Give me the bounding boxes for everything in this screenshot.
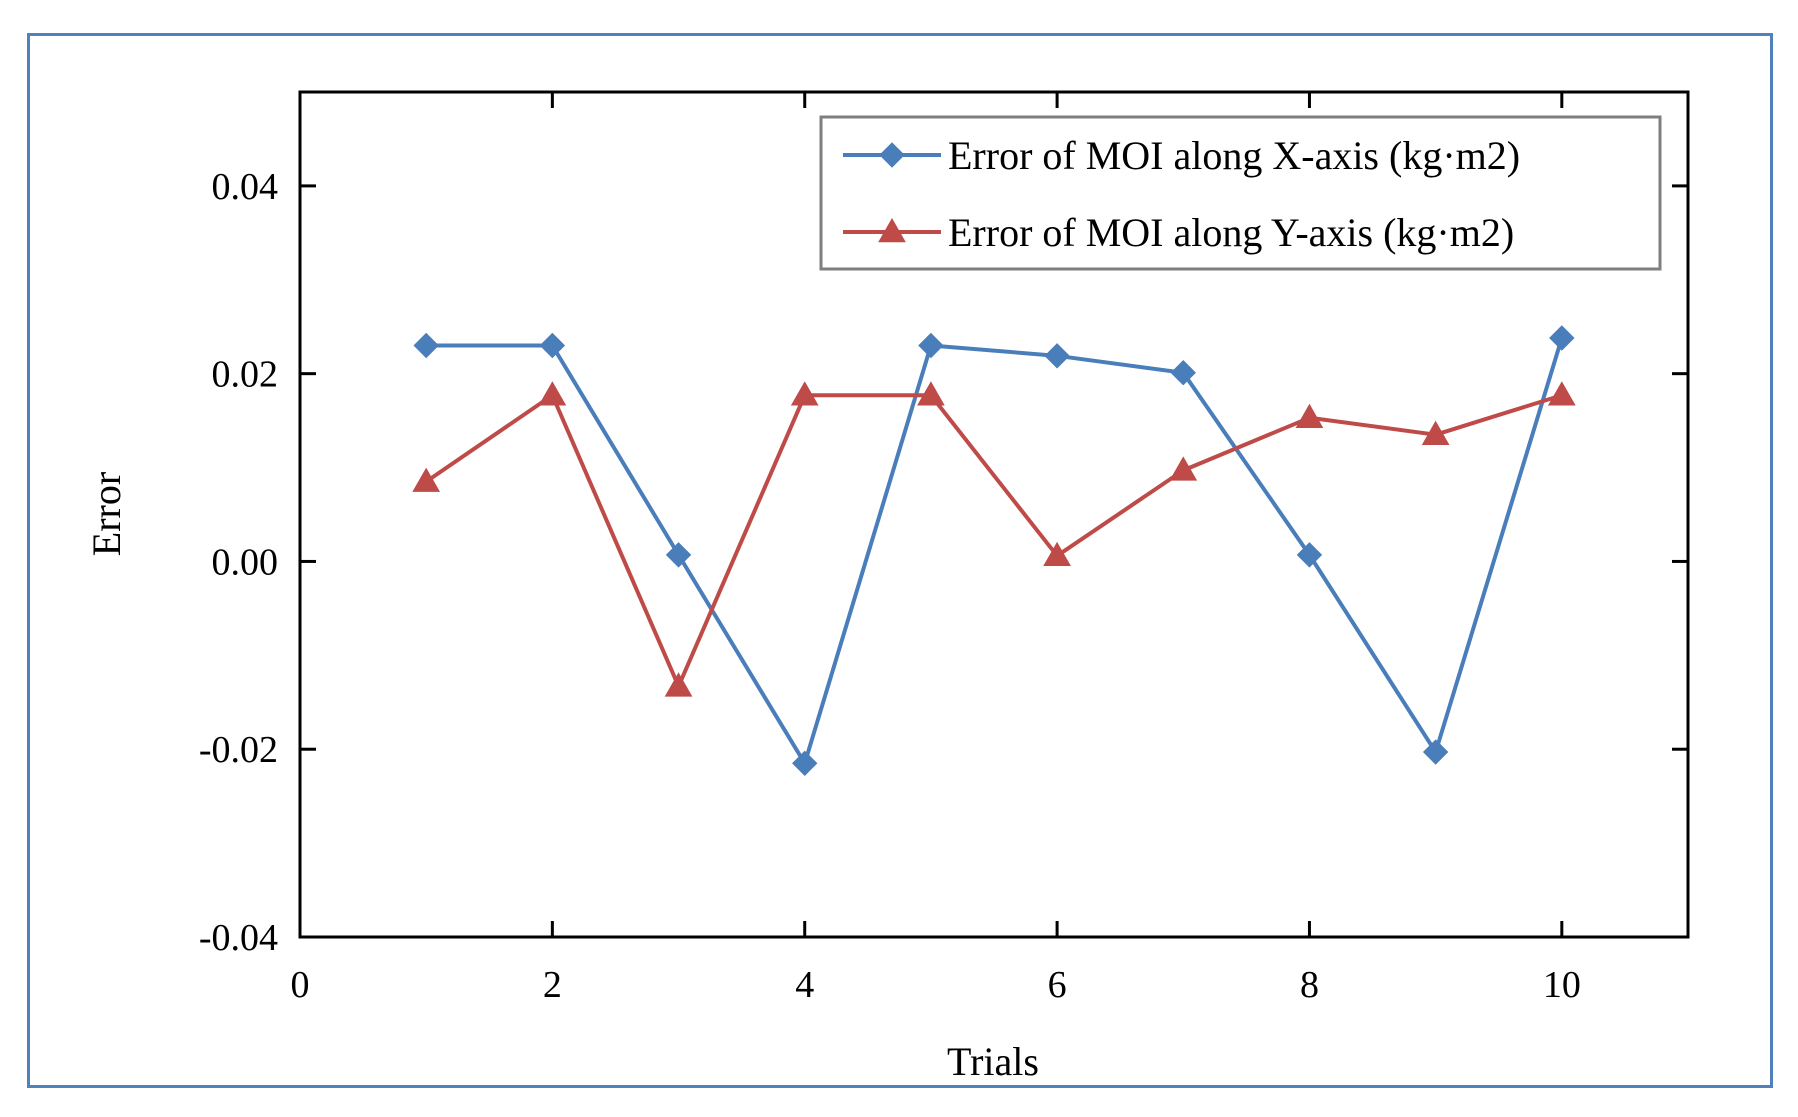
legend-label-1: Error of MOI along X-axis (kg·m2) [948, 133, 1520, 178]
data-point-2-2 [538, 381, 567, 406]
series-1 [413, 325, 1575, 777]
y-tick-label: 0.00 [212, 541, 279, 583]
y-axis-title: Error [84, 472, 129, 556]
data-point-1-8 [1296, 542, 1323, 568]
series-line-2 [425, 393, 1563, 689]
data-point-1-2 [539, 332, 566, 359]
y-tick-label: 0.02 [212, 354, 279, 396]
data-point-1-6 [1044, 343, 1070, 369]
y-tick-label: -0.02 [199, 729, 278, 771]
x-tick-label: 4 [795, 964, 814, 1006]
x-axis-title: Trials [947, 1039, 1039, 1084]
legend-marker-1 [879, 142, 905, 168]
axis-ticks: -0.04 -0.02 0.00 0.02 0.04 0 2 4 6 8 10 [199, 92, 1688, 1006]
data-point-2-8 [1295, 403, 1324, 429]
data-point-2-1 [412, 467, 441, 492]
data-point-2-6 [1043, 541, 1071, 567]
x-tick-label: 2 [543, 964, 562, 1006]
data-point-2-3 [664, 672, 693, 697]
legend-box [819, 115, 1662, 271]
data-point-1-7 [1170, 360, 1196, 386]
data-point-1-9 [1422, 739, 1449, 765]
series-layer [412, 325, 1576, 777]
data-point-2-7 [1169, 456, 1198, 481]
chart-frame [27, 33, 1773, 1088]
y-tick-label: -0.04 [199, 917, 278, 959]
y-tick-label: 0.04 [212, 166, 279, 208]
series-line-1 [426, 337, 1564, 766]
data-point-2-5 [917, 381, 945, 406]
plot-area [298, 90, 1690, 939]
x-tick-label: 10 [1543, 964, 1581, 1006]
legend-label-2: Error of MOI along Y-axis (kg·m2) [948, 210, 1514, 255]
data-point-1-4 [792, 750, 818, 777]
x-tick-label: 8 [1300, 964, 1319, 1006]
data-point-1-1 [413, 332, 439, 359]
data-point-1-10 [1549, 325, 1575, 351]
data-point-2-9 [1421, 420, 1450, 445]
data-point-1-5 [918, 332, 944, 359]
data-point-1-3 [665, 542, 692, 568]
legend-marker-2 [878, 217, 906, 243]
legend: Error of MOI along X-axis (kg·m2) Error o… [819, 115, 1662, 271]
x-tick-label: 6 [1048, 964, 1067, 1006]
data-point-2-4 [790, 381, 819, 406]
x-tick-label: 0 [291, 964, 310, 1006]
series-2 [412, 381, 1576, 697]
data-point-2-10 [1547, 381, 1576, 406]
